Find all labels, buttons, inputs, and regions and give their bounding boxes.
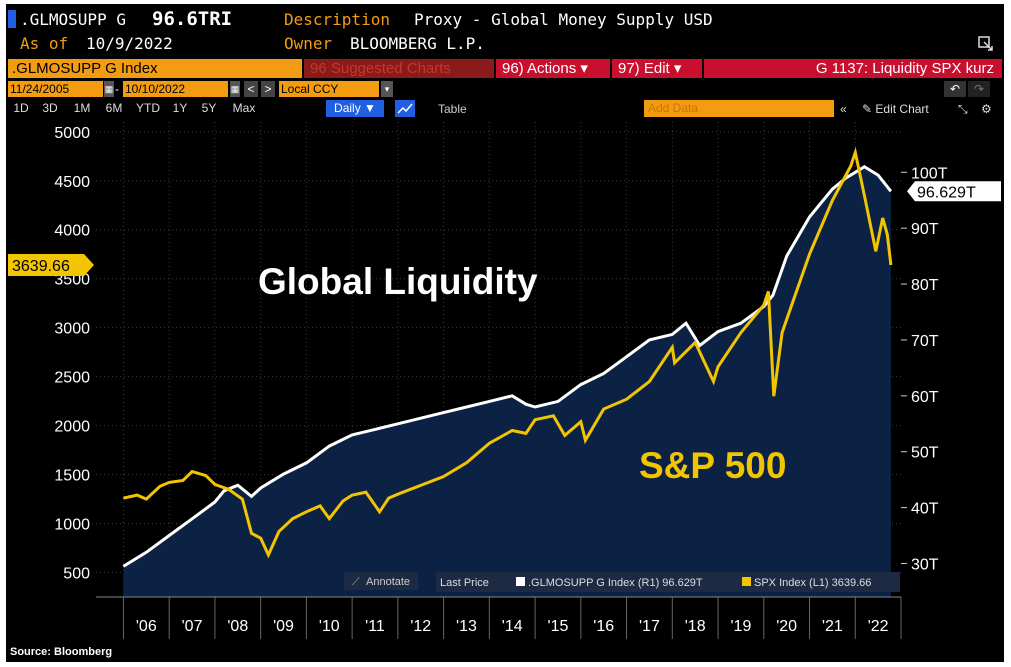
global-liquidity-annotation: Global Liquidity (258, 261, 538, 302)
owner-label: Owner (284, 34, 333, 53)
left-tick-label: 4000 (54, 223, 90, 240)
right-tick-label: 40T (911, 501, 939, 518)
chart: '06 '07 '08 '09 '10 '11 '12 '13 '14 '15 '16 '17 '18 '… (8, 122, 1001, 658)
period-ytd[interactable]: YTD (136, 101, 160, 115)
line-chart-icon[interactable] (395, 100, 415, 117)
right-tick-label: 80T (911, 277, 939, 294)
table-button[interactable]: Table (438, 102, 467, 116)
left-tick-label: 500 (63, 566, 90, 583)
annotate-button[interactable]: ⟋ Annotate (344, 572, 418, 590)
owner-value: BLOOMBERG L.P. (350, 34, 485, 53)
ticker: .GLMOSUPP G (20, 10, 126, 29)
pencil-icon: ✎ (862, 102, 876, 116)
prev-icon[interactable]: < (244, 81, 258, 97)
collapse-icon[interactable]: « (840, 102, 847, 116)
frequency-select[interactable]: Daily ▼ (326, 100, 384, 117)
x-tick-label: '13 (456, 618, 477, 635)
left-tick-label: 4500 (54, 174, 90, 191)
x-tick-label: '12 (410, 618, 431, 635)
liquidity-line (122, 164, 893, 568)
period-1m[interactable]: 1M (73, 101, 91, 115)
add-data-field[interactable]: Add Data (644, 100, 834, 117)
start-date-field[interactable]: 11/24/2005 (8, 81, 103, 97)
liquidity-last-label: 96.629T (917, 184, 976, 201)
right-tick-label: 90T (911, 221, 939, 238)
currency-select[interactable]: Local CCY (279, 81, 379, 97)
left-tick-label: 2000 (54, 419, 90, 436)
description-value: Proxy - Global Money Supply USD (414, 10, 713, 29)
left-tick-label: 1000 (54, 517, 90, 534)
actions-menu[interactable]: 96) Actions ▾ (496, 59, 610, 78)
legend-liquidity: .GLMOSUPP G Index (R1) 96.629T (528, 577, 703, 589)
x-tick-label: '15 (548, 618, 569, 635)
bloomberg-terminal: .GLMOSUPP G 96.6TRI Description Proxy - … (6, 4, 1004, 662)
source-note: Source: Bloomberg (10, 646, 112, 658)
legend-swatch-spx (742, 577, 751, 586)
end-date-field[interactable]: 10/10/2022 (123, 81, 228, 97)
legend: Last Price .GLMOSUPP G Index (R1) 96.629… (436, 572, 900, 592)
x-tick-label: '22 (868, 618, 889, 635)
ticker-value: 96.6TRI (152, 8, 233, 30)
security-marker (8, 10, 16, 28)
period-max[interactable]: Max (232, 101, 256, 115)
legend-title: Last Price (440, 577, 489, 589)
liquidity-area (123, 166, 891, 597)
liquidity-last-badge (907, 181, 1001, 202)
spx-line (123, 146, 893, 559)
annotate-icon: ⟋ (352, 576, 360, 588)
right-tick-label: 50T (911, 445, 939, 462)
right-tick-label: 60T (911, 389, 939, 406)
legend-spx: SPX Index (L1) 3639.66 (754, 577, 871, 589)
next-icon[interactable]: > (261, 81, 275, 97)
spx-last-label: 3639.66 (12, 258, 70, 275)
undo-icon[interactable]: ↶ (944, 81, 966, 97)
x-tick-label: '20 (776, 618, 797, 635)
x-tick-label: '17 (639, 618, 660, 635)
x-tick-label: '16 (593, 618, 614, 635)
right-tick-label: 70T (911, 333, 939, 350)
x-tick-label: '18 (685, 618, 706, 635)
x-tick-label: '21 (822, 618, 843, 635)
x-tick-label: '11 (365, 618, 385, 635)
x-tick-label: '14 (502, 618, 523, 635)
edit-chart-button[interactable]: ✎ Edit Chart (862, 102, 929, 116)
period-6m[interactable]: 6M (105, 101, 123, 115)
left-tick-label: 2500 (54, 370, 90, 387)
left-tick-label: 1500 (54, 468, 90, 485)
x-tick-label: '07 (182, 618, 203, 635)
right-tick-label: 30T (911, 556, 939, 573)
as-of-date: 10/9/2022 (86, 34, 173, 53)
period-1y[interactable]: 1Y (172, 101, 188, 115)
right-tick-label: 100T (911, 165, 948, 182)
expand-icon[interactable] (978, 36, 993, 51)
spx-last-badge (8, 253, 94, 276)
period-5y[interactable]: 5Y (201, 101, 217, 115)
redo-icon[interactable]: ↷ (968, 81, 990, 97)
sp500-annotation: S&P 500 (639, 445, 786, 486)
description-label: Description (284, 10, 390, 29)
end-calendar-icon[interactable]: ▦ (230, 81, 240, 97)
security-field[interactable]: .GLMOSUPP G Index (8, 59, 302, 78)
currency-dropdown-icon[interactable]: ▾ (381, 81, 393, 97)
suggested-charts-button[interactable]: 96 Suggested Charts (304, 59, 494, 78)
x-tick-label: '06 (136, 618, 157, 635)
legend-swatch-liquidity (516, 577, 525, 586)
period-1d[interactable]: 1D (13, 101, 29, 115)
x-tick-label: '19 (730, 618, 751, 635)
edit-menu[interactable]: 97) Edit ▾ (612, 59, 702, 78)
x-tick-label: '08 (227, 618, 248, 635)
chart-title: G 1137: Liquidity SPX kurz (704, 59, 1002, 78)
period-3d[interactable]: 3D (42, 101, 58, 115)
left-tick-label: 3000 (54, 321, 90, 338)
left-tick-label: 5000 (54, 125, 90, 142)
x-tick-label: '09 (273, 618, 294, 635)
x-tick-label: '10 (319, 618, 340, 635)
start-calendar-icon[interactable]: ▦ (104, 81, 114, 97)
as-of-label: As of (20, 34, 69, 53)
zoom-icon[interactable]: ⤡ (958, 102, 968, 116)
svg-text:Annotate: Annotate (366, 576, 410, 588)
gear-icon[interactable]: ⚙ (981, 102, 992, 116)
